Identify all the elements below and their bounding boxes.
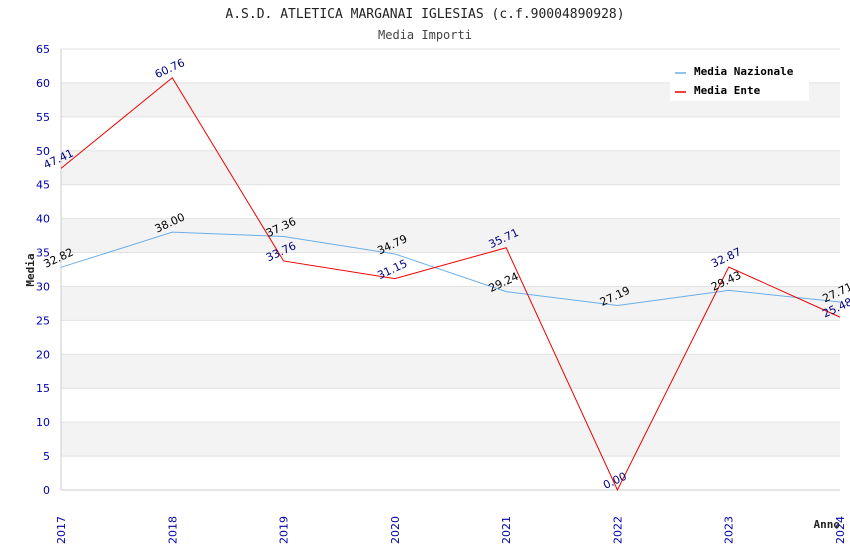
background-bands xyxy=(61,82,840,457)
legend-box xyxy=(670,60,809,101)
y-tick-label: 45 xyxy=(36,179,50,192)
x-tick-label: 2021 xyxy=(500,516,513,544)
series-line-media-ente xyxy=(60,77,841,492)
background-band xyxy=(61,354,840,389)
y-tick-label: 25 xyxy=(36,314,50,327)
background-band xyxy=(61,218,840,253)
y-tick-label: 60 xyxy=(36,77,50,90)
series-lines xyxy=(60,77,841,492)
legend-label-media-ente: Media Ente xyxy=(694,84,761,97)
legend: Media Nazionale Media Ente xyxy=(670,60,809,101)
chart-subtitle: Media Importi xyxy=(378,28,472,42)
chart-title: A.S.D. ATLETICA MARGANAI IGLESIAS (c.f.9… xyxy=(225,7,624,22)
x-tick-label: 2024 xyxy=(834,516,847,544)
y-axis-label: Media xyxy=(24,253,37,286)
x-tick-label: 2023 xyxy=(723,516,736,544)
y-tick-label: 65 xyxy=(36,43,50,56)
axes xyxy=(60,49,840,491)
x-tick-label: 2017 xyxy=(55,516,68,544)
x-axis-label: Anno xyxy=(814,518,841,531)
x-tick-label: 2022 xyxy=(611,516,624,544)
data-label: 0.00 xyxy=(601,470,629,492)
y-tick-labels: 0 5 10 15 20 25 30 35 40 45 50 55 60 65 xyxy=(36,43,50,497)
y-tick-label: 30 xyxy=(36,280,50,293)
y-tick-label: 10 xyxy=(36,416,50,429)
background-band xyxy=(61,422,840,457)
y-tick-label: 50 xyxy=(36,145,50,158)
y-tick-label: 15 xyxy=(36,382,50,395)
y-tick-label: 55 xyxy=(36,111,50,124)
x-tick-label: 2020 xyxy=(389,516,402,544)
y-tick-label: 5 xyxy=(43,450,50,463)
x-tick-label: 2019 xyxy=(278,516,291,544)
y-tick-label: 40 xyxy=(36,213,50,226)
x-tick-label: 2018 xyxy=(166,516,179,544)
y-tick-label: 20 xyxy=(36,348,50,361)
y-tick-label: 35 xyxy=(36,247,50,260)
x-tick-labels: 2017 2018 2019 2020 2021 2022 2023 2024 xyxy=(55,516,847,544)
data-label: 60.76 xyxy=(153,56,187,81)
series-line-media-nazionale xyxy=(60,231,841,307)
y-tick-label: 0 xyxy=(43,484,50,497)
background-band xyxy=(61,150,840,185)
legend-label-media-nazionale: Media Nazionale xyxy=(694,65,794,78)
